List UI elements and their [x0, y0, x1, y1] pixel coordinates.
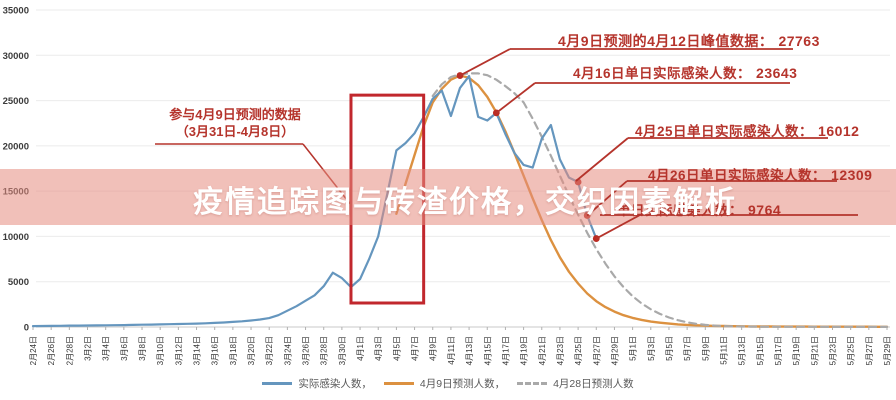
- annotation-value: 12309: [831, 167, 873, 183]
- svg-text:3月30日: 3月30日: [338, 336, 347, 365]
- svg-text:5月3日: 5月3日: [647, 336, 656, 361]
- svg-text:4月25日: 4月25日: [574, 336, 583, 365]
- svg-text:4月17日: 4月17日: [501, 336, 510, 365]
- svg-text:4月13日: 4月13日: [465, 336, 474, 365]
- svg-text:3月20日: 3月20日: [247, 336, 256, 365]
- svg-text:4月29日: 4月29日: [610, 336, 619, 365]
- svg-text:30000: 30000: [3, 51, 29, 62]
- annotation-value: 9764: [748, 202, 782, 218]
- legend-line-swatch-apr9: [383, 382, 414, 385]
- svg-text:2月26日: 2月26日: [47, 336, 56, 365]
- annotation-apr25-actual: 4月25日单日实际感染人数： 16012: [635, 120, 859, 140]
- legend-item-apr9-forecast[interactable]: 4月9日预测人数，: [383, 376, 506, 391]
- svg-text:4月7日: 4月7日: [411, 336, 420, 361]
- svg-text:10000: 10000: [3, 232, 29, 243]
- svg-text:5月15日: 5月15日: [756, 336, 765, 365]
- svg-text:3月28日: 3月28日: [320, 336, 329, 365]
- legend-line-swatch-apr28: [517, 382, 548, 385]
- svg-text:3月16日: 3月16日: [211, 336, 220, 365]
- svg-text:20000: 20000: [3, 141, 29, 152]
- svg-text:4月9日: 4月9日: [429, 336, 438, 361]
- annotation-value: 27763: [778, 33, 820, 49]
- svg-text:3月18日: 3月18日: [229, 336, 238, 365]
- svg-text:0: 0: [24, 323, 29, 334]
- annotation-peak-prediction: 4月9日预测的4月12日峰值数据： 27763: [558, 31, 820, 51]
- annotation-apr16-actual: 4月16日单日实际感染人数： 23643: [573, 62, 797, 82]
- legend-item-apr28-forecast[interactable]: 4月28日预测人数: [517, 376, 634, 391]
- svg-text:5月17日: 5月17日: [774, 336, 783, 365]
- legend-item-actual[interactable]: 实际感染人数，: [262, 376, 372, 391]
- legend-line-swatch-actual: [262, 382, 293, 385]
- svg-text:4月27日: 4月27日: [592, 336, 601, 365]
- annotation-text: 4月16日单日实际感染人数：: [573, 66, 752, 81]
- annotation-value: 23643: [756, 65, 798, 81]
- legend-label: 实际感染人数，: [298, 378, 372, 390]
- svg-text:2月24日: 2月24日: [29, 336, 38, 365]
- svg-text:4月5日: 4月5日: [392, 336, 401, 361]
- svg-text:5月13日: 5月13日: [738, 336, 747, 365]
- annotation-text: 4月9日预测的4月12日峰值数据：: [558, 33, 774, 49]
- svg-text:5月23日: 5月23日: [828, 336, 837, 365]
- svg-text:3月2日: 3月2日: [84, 336, 93, 361]
- svg-text:5000: 5000: [8, 277, 29, 288]
- svg-text:3月14日: 3月14日: [193, 336, 202, 365]
- svg-text:3月4日: 3月4日: [102, 336, 111, 361]
- legend-label: 4月9日预测人数，: [419, 378, 506, 390]
- svg-text:5月19日: 5月19日: [792, 336, 801, 365]
- svg-text:5月25日: 5月25日: [847, 336, 856, 365]
- annotation-text: 4月25日单日实际感染人数：: [635, 124, 814, 139]
- annotation-apr27-actual: 单日实际感染人数： 9764: [617, 199, 781, 219]
- legend-label: 4月28日预测人数: [553, 378, 634, 390]
- annotation-text: 单日实际感染人数：: [617, 203, 743, 218]
- svg-text:5月7日: 5月7日: [683, 336, 692, 361]
- svg-text:4月21日: 4月21日: [538, 336, 547, 365]
- svg-text:35000: 35000: [3, 6, 29, 17]
- svg-text:3月8日: 3月8日: [138, 336, 147, 361]
- svg-text:3月10日: 3月10日: [156, 336, 165, 365]
- svg-text:5月27日: 5月27日: [865, 336, 874, 365]
- svg-text:2月28日: 2月28日: [65, 336, 74, 365]
- svg-text:3月24日: 3月24日: [283, 336, 292, 365]
- annotation-apr26-actual: 4月26日单日实际感染人数： 12309: [648, 164, 872, 184]
- svg-text:4月23日: 4月23日: [556, 336, 565, 365]
- svg-text:25000: 25000: [3, 96, 29, 107]
- svg-text:3月6日: 3月6日: [120, 336, 129, 361]
- svg-text:5月9日: 5月9日: [701, 336, 710, 361]
- svg-text:5月1日: 5月1日: [629, 336, 638, 361]
- svg-text:4月1日: 4月1日: [356, 336, 365, 361]
- svg-text:5月11日: 5月11日: [719, 336, 728, 365]
- annotation-text: 4月26日单日实际感染人数：: [648, 168, 827, 183]
- svg-text:4月3日: 4月3日: [374, 336, 383, 361]
- svg-text:4月11日: 4月11日: [447, 336, 456, 365]
- svg-text:4月19日: 4月19日: [520, 336, 529, 365]
- overlay-title: 疫情追踪图与砖渣价格，交织因素解析: [193, 186, 737, 219]
- chart-legend: 实际感染人数， 4月9日预测人数， 4月28日预测人数: [0, 376, 896, 391]
- svg-text:3月26日: 3月26日: [302, 336, 311, 365]
- prediction-input-range-label: 参与4月9日预测的数据 （3月31日-4月8日）: [152, 106, 318, 140]
- svg-text:3月12日: 3月12日: [174, 336, 183, 365]
- svg-text:3月22日: 3月22日: [265, 336, 274, 365]
- annotation-value: 16012: [818, 123, 860, 139]
- prediction-input-range-line2: （3月31日-4月8日）: [175, 124, 295, 139]
- svg-text:4月15日: 4月15日: [483, 336, 492, 365]
- svg-text:5月29日: 5月29日: [883, 336, 892, 365]
- svg-text:5月5日: 5月5日: [665, 336, 674, 361]
- svg-text:5月21日: 5月21日: [810, 336, 819, 365]
- prediction-input-range-line1: 参与4月9日预测的数据: [169, 107, 301, 122]
